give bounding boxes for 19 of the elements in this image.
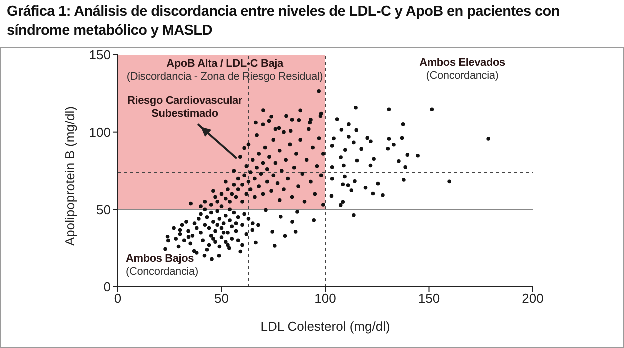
chart-title: Gráfica 1: Análisis de discordancia entre niveles de LDL-C y ApoB en pacientes con síndrome metabólico y MASLD (7, 3, 561, 41)
x-axis-title: LDL Colesterol (mg/dl) (260, 319, 390, 334)
annotation: (Concordancia) (425, 70, 500, 83)
x-tick-label: 200 (522, 291, 544, 306)
y-tick-label: 100 (89, 124, 111, 140)
y-tick-label: 0 (104, 280, 111, 295)
y-tick-label: 50 (96, 202, 111, 218)
x-tick-label: 150 (418, 291, 440, 306)
annotation: (Discordancia - Zona de Riesgo Residual) (126, 71, 324, 84)
x-tick-label: 100 (314, 291, 336, 306)
y-axis-title: Apolipoprotein B (mg/dl) (62, 106, 78, 246)
annotation: (Concordancia) (126, 266, 200, 279)
annotation: Ambos Bajos (126, 253, 196, 266)
annotation: Riesgo Cardiovascular Subestimado (126, 95, 244, 121)
annotation: ApoB Alta / LDL-C Baja (166, 58, 285, 71)
y-tick-label: 150 (89, 48, 111, 63)
x-tick-label: 50 (214, 291, 229, 306)
annotation: Ambos Elevados (418, 57, 506, 70)
x-tick-label: 0 (114, 291, 122, 306)
